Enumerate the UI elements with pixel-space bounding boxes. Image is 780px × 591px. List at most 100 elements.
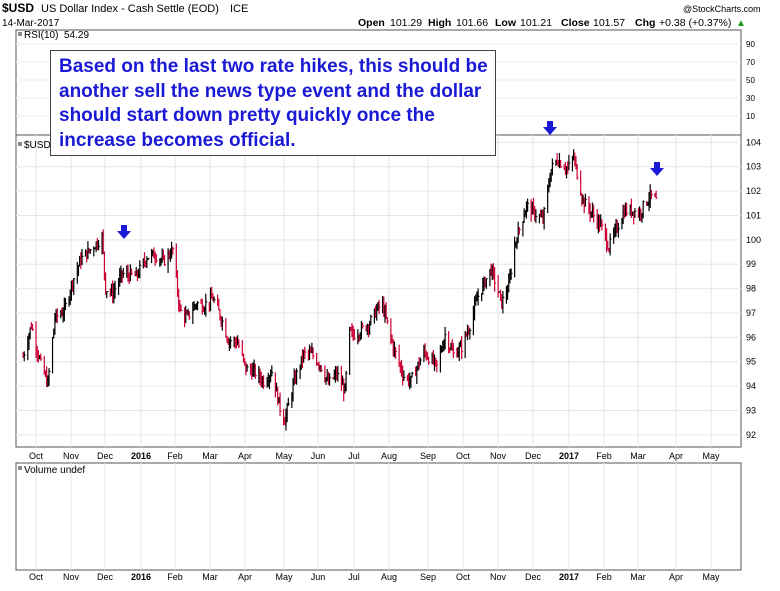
price-bar bbox=[295, 368, 299, 385]
y-tick-label: 102 bbox=[746, 186, 761, 196]
x-axis-price: Oct Nov Dec 2016 Feb Mar Apr May Jun Jul Aug Sep Oct… bbox=[29, 451, 720, 461]
price-label: $USD bbox=[24, 140, 51, 151]
open-label: Open bbox=[358, 17, 385, 29]
annotation-arrows bbox=[117, 121, 664, 239]
price-bar bbox=[130, 268, 134, 276]
x-tick-label-volume: Apr bbox=[669, 572, 683, 582]
price-bar bbox=[452, 342, 455, 359]
price-bar bbox=[502, 290, 505, 314]
price-bar bbox=[163, 255, 167, 266]
price-bar bbox=[106, 291, 109, 299]
high-label: High bbox=[428, 17, 451, 29]
x-tick-label-volume: Jun bbox=[311, 572, 326, 582]
x-tick-label-volume: Nov bbox=[490, 572, 507, 582]
y-tick-label: 103 bbox=[746, 162, 761, 172]
x-tick-label: Dec bbox=[525, 451, 542, 461]
x-tick-label-volume: 2017 bbox=[559, 572, 579, 582]
y-tick-label: 92 bbox=[746, 430, 756, 440]
x-tick-label: Aug bbox=[381, 451, 397, 461]
price-bar bbox=[535, 209, 538, 223]
price-bar bbox=[304, 346, 307, 360]
price-bar bbox=[576, 164, 579, 180]
exchange-label: ICE bbox=[230, 3, 248, 15]
price-bar bbox=[180, 304, 183, 312]
y-tick-label: 104 bbox=[746, 137, 761, 147]
price-bar bbox=[444, 327, 447, 350]
x-tick-label-volume: Jul bbox=[348, 572, 360, 582]
annotation-box: Based on the last two rate hikes, this s… bbox=[50, 50, 496, 156]
price-bar bbox=[254, 363, 257, 379]
x-tick-label-volume: Mar bbox=[202, 572, 218, 582]
price-bar bbox=[56, 308, 59, 324]
y-tick-label: 101 bbox=[746, 210, 761, 220]
chg-label: Chg bbox=[635, 17, 655, 29]
x-tick-label-volume: Aug bbox=[381, 572, 397, 582]
price-bar bbox=[510, 268, 513, 280]
price-bar bbox=[394, 346, 398, 359]
price-bar bbox=[543, 206, 546, 230]
grid-lines bbox=[16, 135, 741, 570]
x-tick-label: May bbox=[702, 451, 720, 461]
price-bar bbox=[271, 365, 274, 377]
down-arrow-icon bbox=[650, 162, 664, 176]
rsi-tick-label: 90 bbox=[746, 40, 755, 49]
price-bar bbox=[568, 154, 571, 171]
price-bar bbox=[601, 219, 604, 231]
price-bar bbox=[485, 278, 488, 289]
volume-label: Volume undef bbox=[24, 465, 85, 476]
x-tick-label: Mar bbox=[202, 451, 218, 461]
y-tick-label: 93 bbox=[746, 405, 756, 415]
x-tick-label-volume: May bbox=[702, 572, 720, 582]
chg-value: +0.38 (+0.37%) bbox=[659, 17, 731, 29]
x-tick-label-volume: Oct bbox=[29, 572, 44, 582]
price-bar bbox=[469, 328, 472, 340]
x-tick-label: Jun bbox=[311, 451, 326, 461]
price-bar bbox=[518, 227, 521, 235]
x-tick-label: Feb bbox=[596, 451, 612, 461]
x-tick-label-volume: Feb bbox=[596, 572, 612, 582]
x-tick-label-volume: Dec bbox=[97, 572, 114, 582]
y-tick-label: 99 bbox=[746, 259, 756, 269]
y-axis: 92 93 94 95 96 97 98 99 100 101 102 103 104 bbox=[746, 137, 761, 440]
x-tick-label: Dec bbox=[97, 451, 114, 461]
price-bar bbox=[617, 222, 620, 238]
price-bar bbox=[584, 193, 587, 207]
price-bar bbox=[378, 299, 381, 315]
x-tick-label-volume: Apr bbox=[238, 572, 252, 582]
x-axis-volume: Oct Nov Dec 2016 Feb Mar Apr May Jun Jul Aug Sep Oct… bbox=[29, 572, 720, 582]
volume-legend-swatch bbox=[18, 466, 22, 470]
price-bar bbox=[419, 357, 422, 366]
x-tick-label-volume: Sep bbox=[420, 572, 436, 582]
price-bar bbox=[48, 368, 51, 386]
x-tick-label: 2017 bbox=[559, 451, 579, 461]
price-bar bbox=[81, 248, 84, 266]
y-tick-label: 97 bbox=[746, 308, 756, 318]
price-bar bbox=[642, 200, 645, 219]
price-bar bbox=[205, 293, 208, 317]
price-bar bbox=[122, 267, 125, 278]
price-bar bbox=[345, 370, 348, 392]
x-tick-label: Nov bbox=[63, 451, 80, 461]
price-bar bbox=[238, 339, 241, 348]
x-tick-label-volume: Mar bbox=[630, 572, 646, 582]
price-bar bbox=[262, 375, 266, 389]
price-bar bbox=[279, 392, 282, 417]
price-bar bbox=[477, 288, 480, 306]
close-label: Close bbox=[561, 17, 590, 29]
x-tick-label: 2016 bbox=[131, 451, 151, 461]
price-bar bbox=[428, 356, 431, 365]
price-bar bbox=[229, 336, 233, 349]
price-bar bbox=[287, 397, 290, 406]
price-bar bbox=[89, 249, 92, 254]
price-bar bbox=[436, 360, 439, 373]
price-bar bbox=[221, 316, 224, 331]
y-tick-label: 95 bbox=[746, 357, 756, 367]
price-bar bbox=[188, 311, 191, 320]
price-bar bbox=[155, 253, 158, 264]
price-bar bbox=[337, 365, 340, 382]
price-bar bbox=[196, 300, 200, 311]
x-tick-label: Jul bbox=[348, 451, 360, 461]
price-bar bbox=[64, 298, 68, 311]
x-tick-label-volume: Dec bbox=[525, 572, 542, 582]
price-bar bbox=[650, 190, 653, 199]
